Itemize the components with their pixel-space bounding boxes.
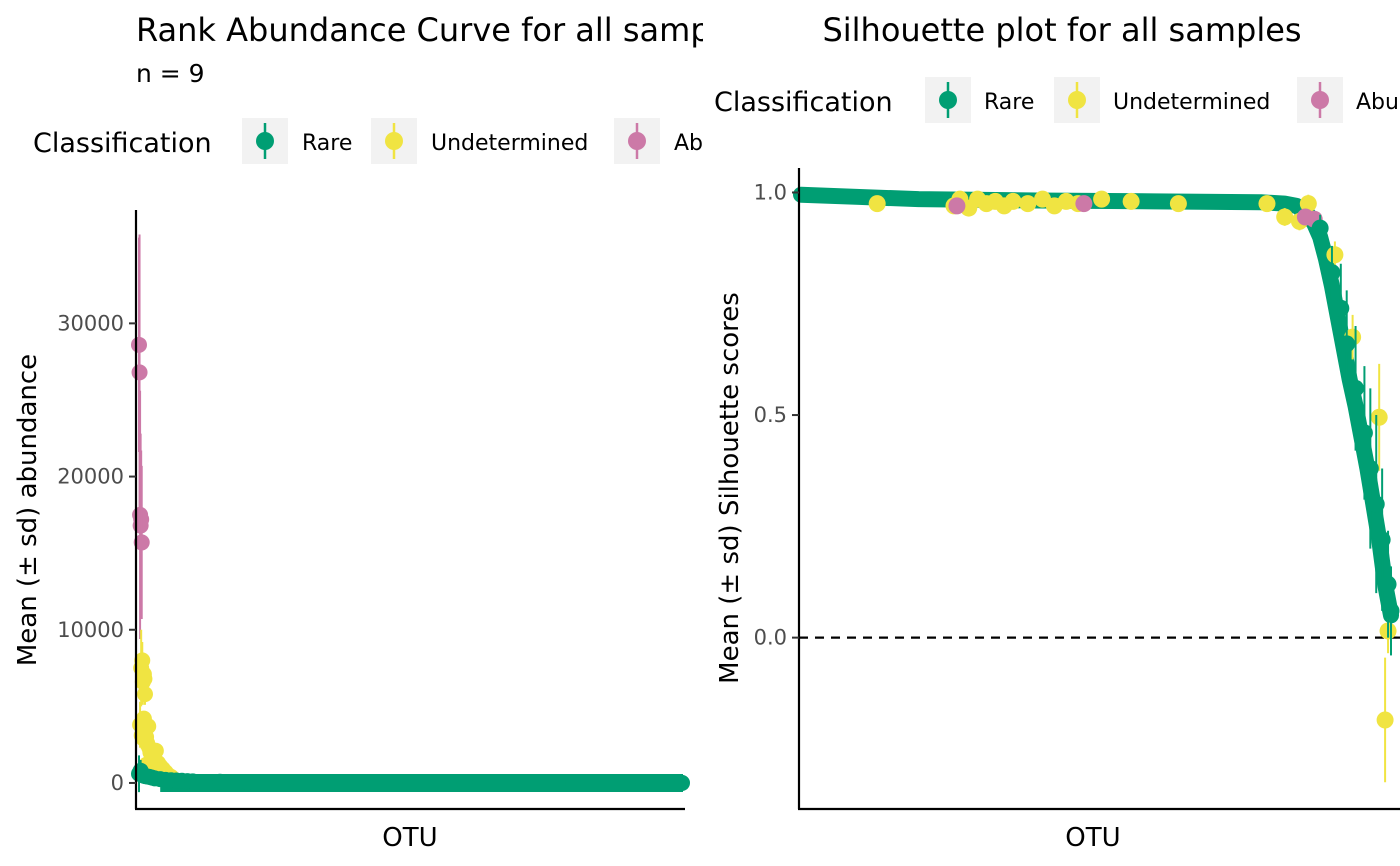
rare-series-curve bbox=[793, 186, 1399, 624]
data-point-rare bbox=[1355, 366, 1373, 500]
data-point-rare bbox=[293, 774, 310, 791]
axes: 0.0 0.5 1.0 bbox=[754, 168, 1400, 811]
data-point-undetermined bbox=[868, 195, 886, 213]
legend-key-rare bbox=[242, 118, 288, 164]
legend-label-undetermined: Undetermined bbox=[1113, 90, 1270, 115]
legend-title: Classification bbox=[714, 87, 893, 118]
data-point-abundant bbox=[133, 465, 150, 620]
data-point-undetermined bbox=[1370, 363, 1388, 471]
data-point-rare bbox=[456, 774, 473, 791]
data-point-rare bbox=[1347, 326, 1365, 451]
plot-area bbox=[793, 186, 1400, 783]
rank-abundance-panel: Rank Abundance Curve for all samples n =… bbox=[13, 11, 703, 853]
data-point-rare bbox=[402, 774, 419, 791]
y-tick-label: 0 bbox=[111, 771, 124, 795]
data-point-undetermined bbox=[1376, 657, 1394, 783]
data-point-rare bbox=[1382, 566, 1400, 656]
legend-key-abundant bbox=[614, 118, 660, 164]
data-point-undetermined bbox=[1004, 192, 1022, 210]
data-point-rare bbox=[674, 774, 690, 791]
rank-abundance-chart: Rank Abundance Curve for all samples n =… bbox=[13, 11, 703, 853]
y-axis-label: Mean (± sd) Silhouette scores bbox=[715, 292, 745, 684]
chart-title: Silhouette plot for all samples bbox=[822, 11, 1301, 49]
y-tick-label: 0.5 bbox=[754, 403, 787, 427]
data-point-undetermined bbox=[136, 683, 153, 705]
data-point-rare bbox=[619, 774, 636, 791]
data-point-rare bbox=[211, 773, 228, 790]
data-point-rare bbox=[1379, 530, 1397, 638]
legend-label-rare: Rare bbox=[984, 90, 1034, 115]
data-point-undetermined bbox=[1019, 195, 1037, 213]
x-axis-label: OTU bbox=[1065, 823, 1120, 853]
legend-key-rare bbox=[925, 77, 971, 123]
y-tick-label: 30000 bbox=[57, 311, 124, 335]
data-point-undetermined bbox=[1326, 241, 1344, 269]
legend-label-abundant: Abundant bbox=[674, 131, 703, 156]
legend: Classification Rare Undetermined Abundan… bbox=[714, 77, 1400, 123]
legend-label-abundant: Abundant bbox=[1356, 90, 1400, 115]
y-tick-label: 1.0 bbox=[754, 180, 787, 204]
data-point-undetermined bbox=[1258, 195, 1276, 213]
data-point-rare bbox=[1323, 245, 1341, 300]
rare-series-band bbox=[160, 773, 684, 792]
data-point-abundant bbox=[1075, 195, 1093, 213]
data-point-rare bbox=[1311, 214, 1329, 242]
legend-key-undetermined bbox=[371, 118, 417, 164]
data-point-rare bbox=[347, 774, 364, 791]
data-point-undetermined bbox=[135, 727, 152, 750]
silhouette-chart: Silhouette plot for all samples Classifi… bbox=[714, 11, 1400, 853]
axes: 0 10000 20000 30000 bbox=[57, 210, 685, 811]
data-point-rare bbox=[565, 774, 582, 791]
data-point-abundant bbox=[948, 197, 966, 215]
y-tick-label: 20000 bbox=[57, 465, 124, 489]
y-tick-label: 0.0 bbox=[754, 626, 787, 650]
data-point-undetermined bbox=[1276, 208, 1294, 226]
legend: Classification Rare Undetermined Abundan… bbox=[33, 118, 703, 164]
data-point-rare bbox=[184, 773, 201, 790]
silhouette-panel: Silhouette plot for all samples Classifi… bbox=[703, 0, 1400, 866]
legend-key-abundant bbox=[1297, 77, 1343, 123]
plot-area bbox=[131, 234, 690, 793]
legend-key-undetermined bbox=[1054, 77, 1100, 123]
data-point-rare bbox=[1367, 415, 1385, 594]
y-tick-label: 10000 bbox=[57, 618, 124, 642]
data-point-rare bbox=[510, 774, 527, 791]
data-point-undetermined bbox=[1169, 195, 1187, 213]
legend-label-undetermined: Undetermined bbox=[431, 131, 588, 156]
data-point-undetermined bbox=[1093, 190, 1111, 208]
data-point-rare bbox=[1338, 290, 1356, 398]
y-axis-label: Mean (± sd) abundance bbox=[13, 354, 43, 666]
data-point-rare bbox=[239, 774, 256, 791]
x-axis-label: OTU bbox=[382, 823, 437, 853]
legend-label-rare: Rare bbox=[302, 131, 352, 156]
chart-subtitle: n = 9 bbox=[136, 59, 205, 88]
data-point-rare bbox=[1361, 388, 1379, 549]
chart-title: Rank Abundance Curve for all samples bbox=[136, 11, 703, 49]
legend-title: Classification bbox=[33, 128, 212, 159]
data-point-undetermined bbox=[1122, 192, 1140, 210]
